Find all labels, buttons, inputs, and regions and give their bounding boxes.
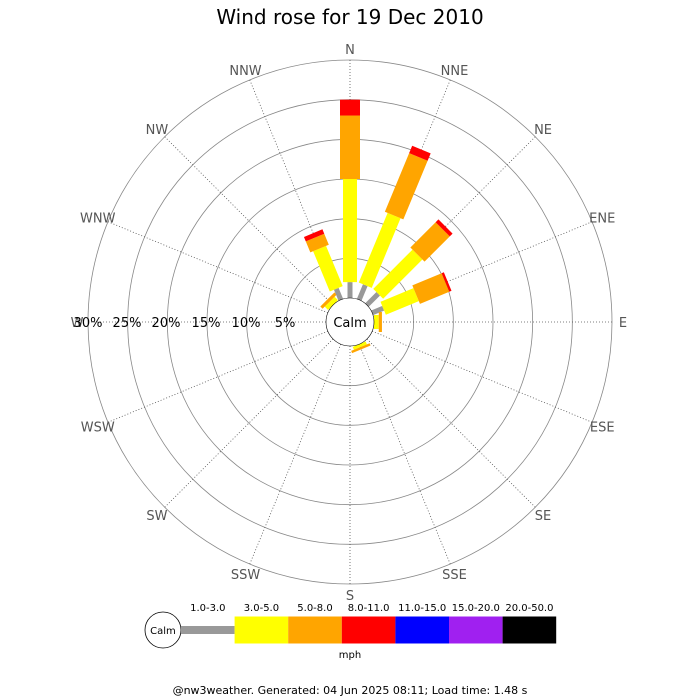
- bar-ne-5.0-8.0: [410, 222, 450, 262]
- legend-label-11.0-15.0: 11.0-15.0: [398, 603, 446, 614]
- ring-labels: 30% 25% 20% 15% 10% 5%: [74, 316, 296, 331]
- ring-label-15: 15%: [192, 316, 221, 331]
- direction-label-e: E: [619, 316, 627, 331]
- bar-nnw-3.0-5.0: [313, 245, 343, 292]
- direction-label-se: SE: [535, 509, 551, 524]
- direction-label-nw: NW: [146, 123, 169, 138]
- bar-ene-5.0-8.0: [412, 273, 450, 304]
- direction-label-sse: SSE: [442, 568, 467, 583]
- legend-swatch-20.0-50.0: [502, 616, 557, 644]
- ring-label-20: 20%: [152, 316, 181, 331]
- spoke-wsw: [107, 330, 328, 423]
- legend-swatch-11.0-15.0: [395, 616, 449, 644]
- spoke-wnw: [107, 221, 328, 314]
- calm-label: Calm: [333, 316, 366, 331]
- bar-nnw-8.0-11.0: [303, 229, 325, 242]
- legend-swatch-3.0-5.0: [234, 616, 289, 644]
- spoke-ssw: [249, 344, 342, 565]
- legend-label-8.0-11.0: 8.0-11.0: [348, 603, 390, 614]
- legend: Calm 1.0-3.0 3.0-5.0 5.0-8.0 8.0-11.0 11.0-15…: [144, 603, 557, 661]
- ring-label-5: 5%: [275, 316, 296, 331]
- spoke-sw: [164, 338, 334, 508]
- legend-calm-label: Calm: [150, 626, 176, 637]
- bar-nne-8.0-11.0: [409, 145, 431, 161]
- direction-label-sw: SW: [146, 509, 167, 524]
- bar-ene-8.0-11.0: [441, 272, 452, 292]
- legend-swatch-1.0-3.0: [181, 626, 235, 634]
- bars-group: [303, 99, 453, 354]
- direction-label-wnw: WNW: [80, 212, 116, 227]
- bar-ne-1.0-3.0: [365, 292, 380, 307]
- bar-n-5.0-8.0: [340, 115, 360, 179]
- spoke-nw: [164, 136, 334, 306]
- bar-n-3.0-5.0: [343, 179, 357, 283]
- legend-label-5.0-8.0: 5.0-8.0: [297, 603, 332, 614]
- spoke-sse: [358, 344, 451, 565]
- direction-label-s: S: [346, 589, 354, 604]
- direction-label-nne: NNE: [441, 64, 469, 79]
- bar-ne-8.0-11.0: [435, 219, 453, 237]
- ring-label-25: 25%: [113, 316, 142, 331]
- legend-swatch-8.0-11.0: [341, 616, 396, 644]
- bar-nnw-1.0-3.0: [333, 287, 344, 301]
- bar-nne-5.0-8.0: [384, 153, 428, 220]
- chart-title: Wind rose for 19 Dec 2010: [216, 5, 483, 29]
- spoke-se: [366, 338, 536, 508]
- bar-n-1.0-3.0: [347, 282, 353, 298]
- bar-n-8.0-11.0: [340, 99, 360, 116]
- bar-e-3.0-5.0: [374, 315, 379, 329]
- bar-ne-3.0-5.0: [373, 249, 423, 299]
- direction-labels: N NNE NE ENE E ESE SE SSE S SSW SW WSW W WNW NW NNW: [71, 43, 628, 604]
- calm-circle: [325, 297, 375, 347]
- bar-ene-1.0-3.0: [371, 305, 385, 316]
- direction-label-nnw: NNW: [229, 64, 261, 79]
- ring-label-10: 10%: [232, 316, 261, 331]
- legend-label-1.0-3.0: 1.0-3.0: [190, 603, 225, 614]
- bar-nnw-5.0-8.0: [305, 233, 329, 253]
- direction-label-ese: ESE: [590, 420, 615, 435]
- bar-ene-3.0-5.0: [380, 288, 419, 315]
- bar-nne-1.0-3.0: [356, 284, 368, 301]
- legend-swatch-15.0-20.0: [449, 616, 503, 644]
- bar-sse-3.0-5.0: [352, 341, 367, 350]
- legend-swatch-5.0-8.0: [288, 616, 342, 644]
- legend-label-15.0-20.0: 15.0-20.0: [452, 603, 500, 614]
- legend-unit: mph: [339, 650, 361, 661]
- direction-label-ssw: SSW: [231, 568, 261, 583]
- direction-label-n: N: [345, 43, 355, 58]
- bar-nne-3.0-5.0: [358, 212, 401, 288]
- direction-label-w: W: [71, 316, 84, 331]
- direction-label-wsw: WSW: [81, 420, 115, 435]
- direction-label-ne: NE: [534, 123, 552, 138]
- bar-e-5.0-8.0: [378, 312, 382, 332]
- bar-nw-5.0-8.0: [320, 292, 337, 309]
- legend-label-20.0-50.0: 20.0-50.0: [505, 603, 553, 614]
- ring-label-30: 30%: [74, 316, 103, 331]
- legend-label-3.0-5.0: 3.0-5.0: [244, 603, 279, 614]
- direction-label-ene: ENE: [589, 212, 615, 227]
- footer-text: @nw3weather. Generated: 04 Jun 2025 08:1…: [173, 684, 528, 697]
- bar-nw-3.0-5.0: [324, 296, 338, 310]
- bar-sse-5.0-8.0: [351, 343, 371, 354]
- spoke-ese: [372, 330, 593, 423]
